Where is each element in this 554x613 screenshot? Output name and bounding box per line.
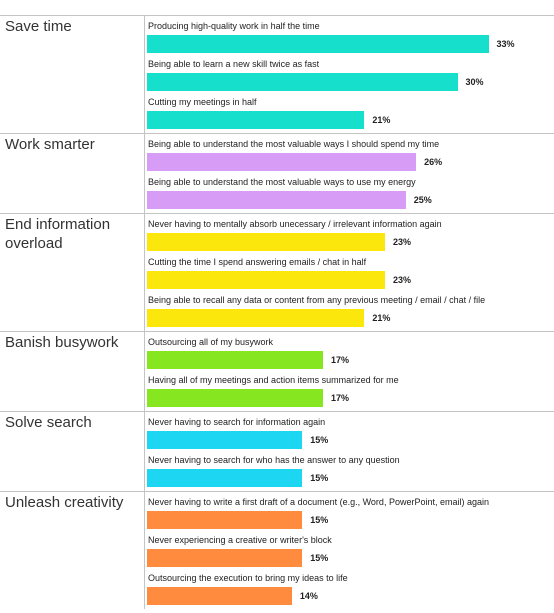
group-name: Save time [5, 18, 72, 35]
separator [0, 331, 554, 332]
separator [0, 133, 554, 134]
group-divider [144, 331, 145, 411]
value-label: 25% [413, 195, 432, 205]
group-name: Solve search [5, 414, 92, 431]
bar [147, 153, 417, 171]
group-divider [144, 491, 145, 609]
row-label: Producing high-quality work in half the … [148, 21, 320, 31]
value-label: 15% [310, 435, 329, 445]
bar [147, 431, 303, 449]
group-divider [144, 213, 145, 331]
bar [147, 511, 303, 529]
row-label: Never having to search for who has the a… [148, 455, 400, 465]
bar [147, 469, 303, 487]
row-label: Never having to write a first draft of a… [148, 497, 489, 507]
bar [147, 73, 458, 91]
value-label: 17% [330, 393, 349, 403]
bar [147, 191, 406, 209]
value-label: 21% [372, 313, 391, 323]
group-name: Work smarter [5, 136, 95, 153]
row-label: Being able to recall any data or content… [148, 295, 486, 305]
row-label: Cutting my meetings in half [148, 97, 257, 107]
value-label: 15% [310, 473, 329, 483]
row-label: Being able to understand the most valuab… [148, 177, 416, 187]
bar [147, 271, 386, 289]
value-label: 17% [330, 355, 349, 365]
bar [147, 309, 365, 327]
group-name: End information overload [5, 216, 111, 252]
bar [147, 233, 386, 251]
group-name: Unleash creativity [5, 494, 124, 511]
group-divider [144, 133, 145, 213]
row-label: Never experiencing a creative or writer'… [148, 535, 332, 545]
row-label: Never having to mentally absorb unecessa… [148, 219, 442, 229]
group-name: Banish busywork [5, 334, 119, 351]
row-label: Outsourcing the execution to bring my id… [148, 573, 348, 583]
value-label: 14% [299, 591, 318, 601]
group-divider [144, 411, 145, 491]
row-label: Never having to search for information a… [148, 417, 326, 427]
bar [147, 351, 323, 369]
row-label: Being able to learn a new skill twice as… [148, 59, 320, 69]
bar [147, 389, 323, 407]
bar [147, 549, 303, 567]
bar [147, 111, 365, 129]
row-label: Being able to understand the most valuab… [148, 139, 440, 149]
bar [147, 587, 292, 605]
value-label: 15% [310, 515, 329, 525]
value-label: 15% [310, 553, 329, 563]
separator [0, 213, 554, 214]
value-label: 21% [372, 115, 391, 125]
group-divider [144, 15, 145, 133]
value-label: 23% [393, 275, 412, 285]
separator [0, 491, 554, 492]
row-label: Cutting the time I spend answering email… [148, 257, 367, 267]
row-label: Having all of my meetings and action ite… [148, 375, 399, 385]
value-label: 23% [393, 237, 412, 247]
row-label: Outsourcing all of my busywork [148, 337, 274, 347]
value-label: 33% [496, 39, 515, 49]
value-label: 30% [465, 77, 484, 87]
separator [0, 411, 554, 412]
bar [147, 35, 489, 53]
separator [0, 15, 554, 16]
value-label: 26% [424, 157, 443, 167]
